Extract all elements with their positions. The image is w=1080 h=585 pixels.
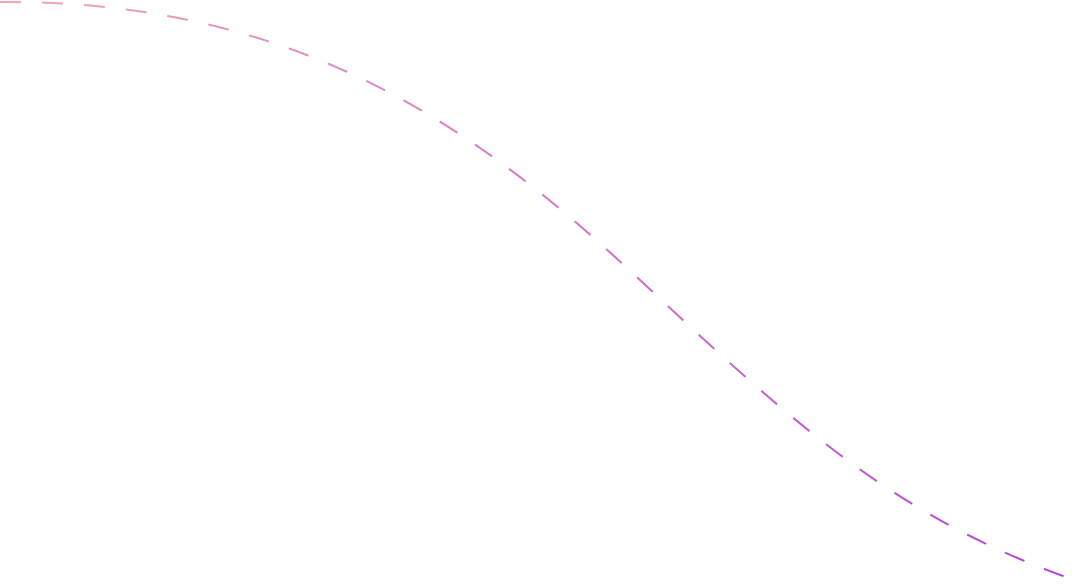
dashed-curve [0, 0, 1080, 583]
page [0, 0, 1080, 583]
canvas [0, 0, 1080, 583]
